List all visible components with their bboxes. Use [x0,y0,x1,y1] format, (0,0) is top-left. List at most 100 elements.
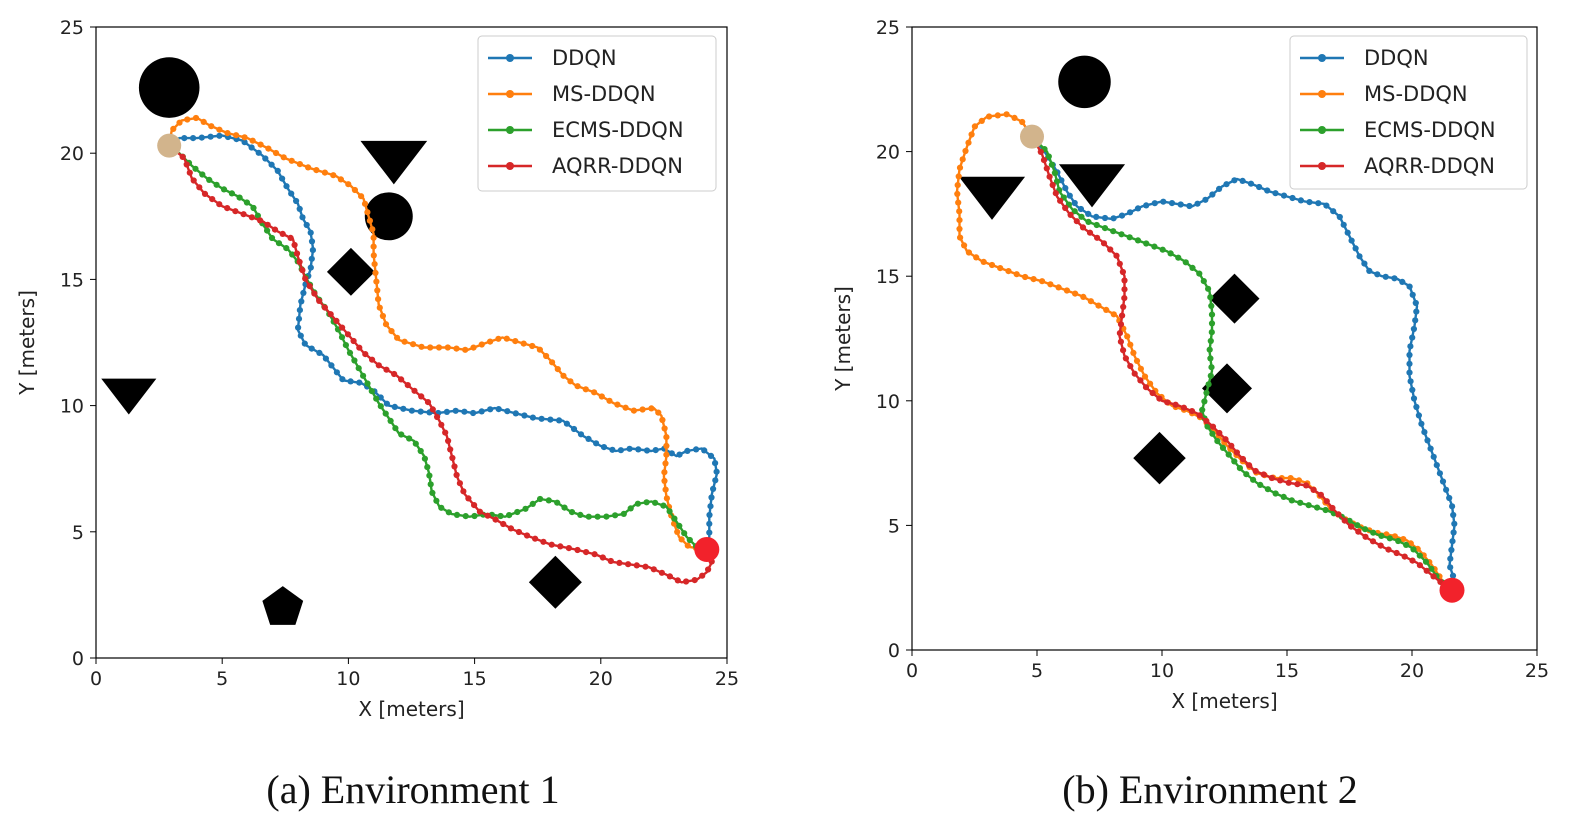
series-point [445,509,452,516]
series-point [392,425,399,432]
series-point [438,504,445,511]
series-point [296,307,303,314]
axes-frame [911,26,1538,651]
series-point [351,186,358,194]
series-point [433,497,440,504]
series-point [1133,357,1141,364]
series-point [1196,412,1203,419]
series-point [554,499,561,506]
series-point [712,460,719,467]
series-point [1119,312,1126,319]
series-point [241,139,248,146]
series-point [622,404,629,411]
series-point [374,287,381,294]
series-point [1219,444,1227,451]
series-point [594,513,601,520]
series-point [303,221,310,229]
series-point [666,573,674,580]
series-point [1205,285,1212,292]
y-tick-label: 20 [60,143,84,165]
series-point [1243,471,1250,478]
y-tick-label: 0 [72,648,84,670]
series-point [607,557,614,565]
series-point [582,386,589,393]
series-point [1149,389,1156,397]
series-aqrr-ddqn [1028,133,1453,592]
series-point [1189,264,1196,271]
series-point [1121,295,1128,302]
series-point [192,114,200,122]
series-point [369,226,376,233]
series-point [208,123,215,130]
y-tick-label: 10 [876,391,900,413]
series-point [484,512,491,519]
series-point [523,532,531,539]
series-point [206,176,213,183]
series-line [168,144,714,584]
series-point [1030,276,1037,283]
series-point [1127,341,1134,348]
series-point [196,184,203,191]
series-point [183,161,190,168]
legend-box [1289,35,1528,190]
series-point [1175,254,1182,261]
series-point [370,252,377,259]
series-point [462,346,469,353]
x-tick-label: 25 [715,668,739,690]
series-point [350,337,357,345]
series-point [556,417,563,424]
series-point [577,511,584,518]
series-point [548,541,555,548]
series-point [1391,533,1398,540]
x-tick-label: 5 [216,668,228,690]
series-point [512,410,519,417]
start-marker [1020,124,1044,149]
series-point [683,578,690,585]
series-point [1137,377,1144,384]
series-point [268,161,275,168]
series-point [1182,259,1189,266]
series-point [701,447,708,454]
series-point [383,400,390,407]
series-point [1409,291,1416,298]
series-point [345,181,352,188]
series-point [1418,420,1425,427]
series-point [309,247,316,254]
series-point [307,229,314,236]
series-point [207,133,214,140]
series-point [272,149,280,157]
series-point [663,451,670,458]
series-point [514,508,521,516]
series-point [302,275,309,282]
series-point [557,543,564,550]
series-point [962,147,969,155]
series-point [254,212,261,219]
series-point [614,401,621,408]
series-point [1110,215,1117,222]
series-point [452,407,459,414]
series-point [1066,192,1073,199]
series-point [1348,237,1355,244]
series-point [1003,111,1010,118]
series-point [1385,546,1392,553]
y-tick-label: 25 [876,17,900,39]
series-point [478,341,485,348]
series-point [1223,181,1230,188]
series-point [1410,546,1417,553]
series-point [1117,321,1125,328]
series-point [1207,294,1214,301]
series-point [625,561,632,568]
obstacle-diamond [1209,273,1260,324]
obstacle-diamond [326,247,375,296]
series-point [445,437,452,444]
obstacle-pentagon [262,586,304,625]
series-point [965,249,973,256]
series-point [1127,363,1134,370]
series-point [1447,564,1454,571]
series-point [693,446,700,453]
series-point [971,123,979,130]
legend-box [477,35,717,192]
series-point [1395,537,1402,545]
obstacle-diamond [1202,363,1252,414]
series-point [662,460,669,467]
